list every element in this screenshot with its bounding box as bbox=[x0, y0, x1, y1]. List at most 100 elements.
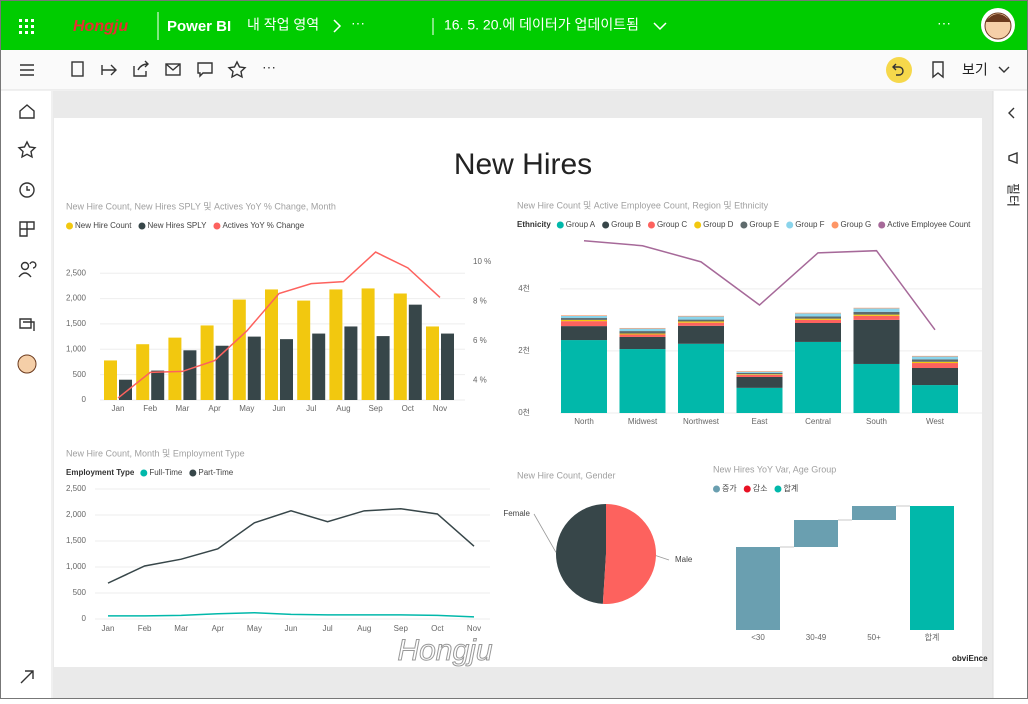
x-tick-label: 30-49 bbox=[806, 633, 827, 642]
view-chevron[interactable] bbox=[998, 66, 1010, 73]
filters-label[interactable]: 필터 bbox=[1006, 183, 1021, 207]
app-name[interactable]: Power BI bbox=[167, 18, 231, 35]
bar bbox=[215, 345, 229, 400]
x-tick-label: Feb bbox=[138, 624, 152, 633]
bar-segment bbox=[678, 319, 724, 322]
toolbar bbox=[0, 50, 1028, 90]
bar-segment bbox=[736, 372, 783, 375]
apps-icon[interactable] bbox=[19, 221, 35, 237]
waterfall-bar bbox=[794, 520, 838, 547]
x-tick-label: 50+ bbox=[867, 633, 881, 642]
leader-line bbox=[533, 513, 557, 553]
app-launcher[interactable] bbox=[19, 19, 34, 34]
export-icon[interactable] bbox=[101, 64, 117, 76]
comment-icon[interactable] bbox=[197, 62, 213, 78]
legend-marker bbox=[138, 222, 146, 230]
y-tick-label: 2,000 bbox=[66, 510, 87, 519]
bar-segment bbox=[561, 321, 607, 327]
waterfall-bar bbox=[852, 506, 896, 520]
legend-label: 합계 bbox=[783, 483, 798, 493]
y-tick-label: 2,500 bbox=[66, 484, 87, 493]
bar bbox=[441, 333, 454, 400]
legend-label: Group D bbox=[703, 220, 733, 229]
legend-label: New Hire Count bbox=[75, 221, 132, 230]
x-tick-label: May bbox=[239, 404, 254, 413]
bar-segment bbox=[619, 328, 666, 332]
bar bbox=[183, 350, 197, 400]
view-menu[interactable]: 보기 bbox=[962, 62, 988, 78]
slice-label: Female bbox=[503, 509, 530, 518]
data-updated[interactable]: 16. 5. 20.에 데이터가 업데이트됨 bbox=[444, 17, 639, 33]
bar bbox=[136, 344, 150, 400]
favorites-icon[interactable] bbox=[17, 140, 37, 159]
bar-segment bbox=[736, 387, 783, 413]
shared-icon[interactable] bbox=[20, 261, 30, 271]
legend-marker bbox=[694, 221, 702, 229]
top-bar bbox=[0, 0, 1028, 50]
bar-segment bbox=[795, 341, 841, 413]
footer-brand: obviEnce bbox=[952, 654, 988, 663]
bar-segment bbox=[912, 361, 958, 364]
y-tick-label: 4천 bbox=[518, 283, 530, 293]
bar-segment bbox=[561, 340, 607, 413]
file-icon[interactable] bbox=[71, 61, 84, 77]
more-button[interactable]: ··· bbox=[262, 59, 276, 75]
x-tick-label: Jan bbox=[112, 404, 125, 413]
line bbox=[107, 508, 475, 584]
legend-label: Group A bbox=[566, 220, 596, 229]
report-title: New Hires bbox=[454, 148, 592, 181]
nav-toggle[interactable] bbox=[20, 64, 34, 76]
bar-segment bbox=[912, 385, 958, 413]
legend-marker bbox=[831, 221, 839, 229]
x-tick-label: May bbox=[247, 624, 262, 633]
y-tick-label: 0천 bbox=[518, 407, 530, 417]
x-tick-label: Jun bbox=[285, 624, 298, 633]
x-tick-label: West bbox=[926, 417, 945, 426]
bar-segment bbox=[853, 308, 900, 312]
bar-segment bbox=[853, 314, 900, 316]
favorite-icon[interactable] bbox=[227, 60, 247, 79]
mail-icon[interactable] bbox=[165, 63, 181, 76]
y-tick-label: 1,500 bbox=[66, 319, 87, 328]
left-nav bbox=[0, 91, 52, 699]
workspaces-icon[interactable] bbox=[19, 318, 35, 331]
my-workspace-avatar[interactable] bbox=[17, 354, 37, 374]
x-tick-label: <30 bbox=[751, 633, 765, 642]
more-button[interactable]: ··· bbox=[937, 15, 951, 31]
recent-icon[interactable] bbox=[19, 182, 35, 198]
legend-marker bbox=[213, 222, 221, 230]
x-tick-label: East bbox=[751, 417, 768, 426]
bar-segment bbox=[736, 374, 783, 377]
share-icon[interactable] bbox=[133, 60, 149, 77]
clock-hands bbox=[26, 186, 30, 191]
bar bbox=[426, 326, 439, 400]
more-button[interactable]: ··· bbox=[351, 15, 365, 31]
workspace[interactable]: 내 작업 영역 bbox=[247, 17, 319, 33]
home-icon[interactable] bbox=[19, 104, 35, 119]
bar-segment bbox=[795, 319, 841, 323]
bar-segment bbox=[561, 315, 607, 319]
expand-icon[interactable] bbox=[20, 670, 34, 684]
line bbox=[583, 240, 936, 331]
legend-label: Actives YoY % Change bbox=[222, 221, 304, 230]
bar-segment bbox=[619, 336, 666, 350]
pane-collapse[interactable] bbox=[1008, 107, 1015, 119]
bar bbox=[119, 379, 132, 400]
filters-pane bbox=[993, 91, 1028, 699]
slice-label: Male bbox=[675, 555, 693, 564]
y-tick-label: 0 bbox=[82, 395, 87, 404]
bar bbox=[376, 336, 390, 400]
filters-icon bbox=[1008, 151, 1018, 165]
bookmark-icon[interactable] bbox=[932, 61, 944, 79]
x-tick-label: Nov bbox=[433, 404, 447, 413]
y-tick-label: 2,500 bbox=[66, 268, 87, 277]
y-tick-label: 8 % bbox=[473, 296, 487, 305]
bar bbox=[344, 326, 358, 400]
legend-title: Ethnicity bbox=[517, 220, 551, 229]
bar-segment bbox=[561, 318, 607, 320]
bar-segment bbox=[912, 355, 958, 357]
bar-segment bbox=[853, 307, 900, 309]
dropdown-chevron[interactable] bbox=[653, 22, 667, 31]
reset-button[interactable] bbox=[886, 57, 912, 83]
